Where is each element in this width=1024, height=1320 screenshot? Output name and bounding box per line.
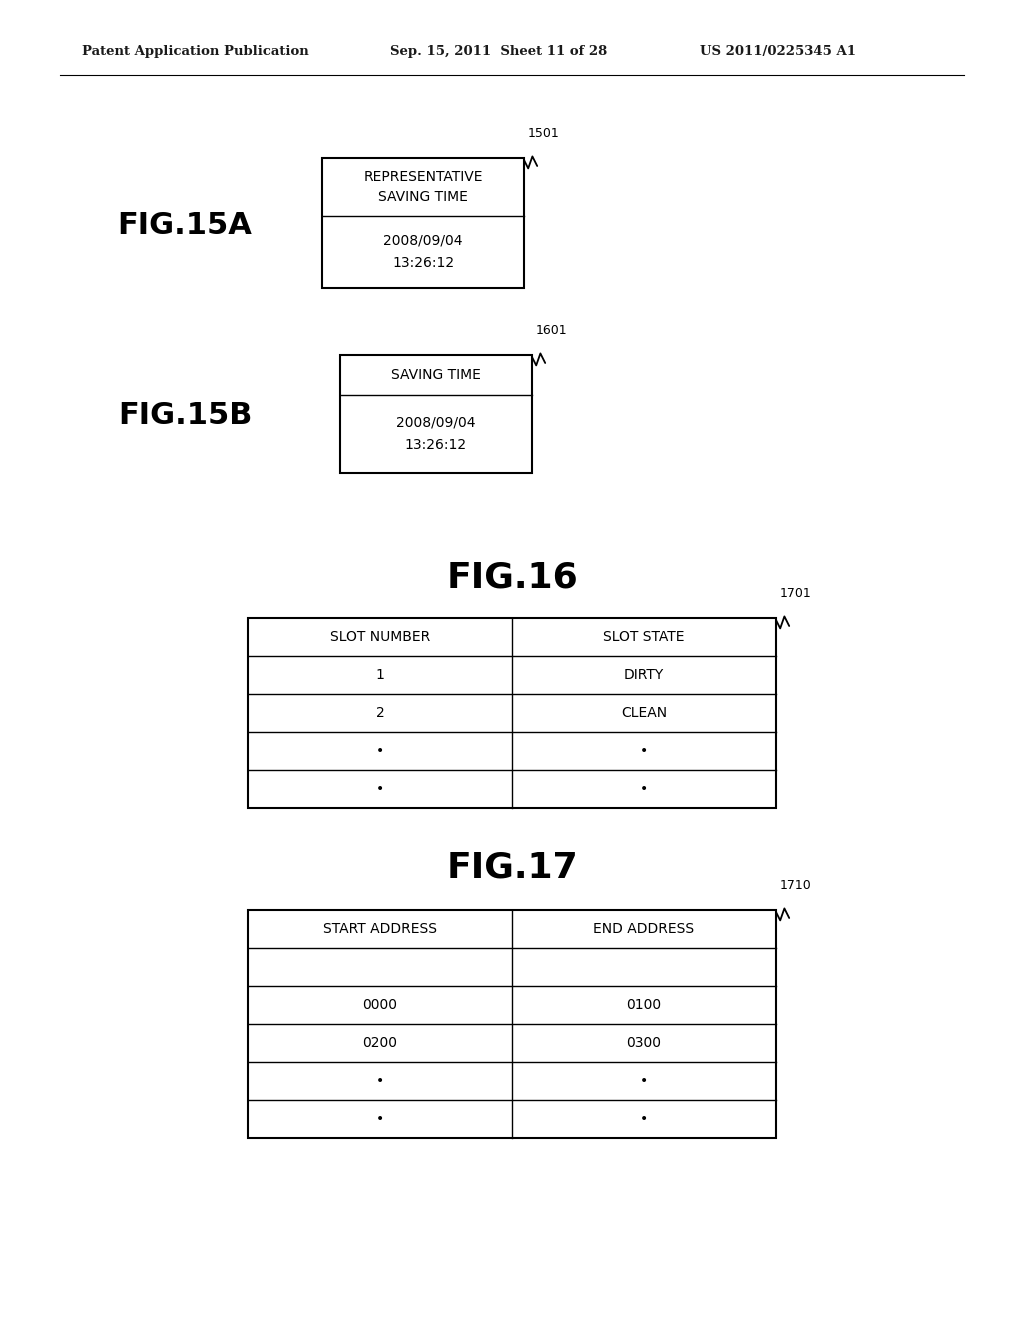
Text: FIG.15A: FIG.15A: [118, 210, 253, 239]
Text: REPRESENTATIVE
SAVING TIME: REPRESENTATIVE SAVING TIME: [364, 170, 482, 203]
Text: •: •: [376, 1074, 384, 1088]
Text: FIG.16: FIG.16: [446, 561, 578, 595]
Text: START ADDRESS: START ADDRESS: [323, 921, 437, 936]
Text: 1710: 1710: [780, 879, 812, 892]
Text: •: •: [640, 744, 648, 758]
Text: FIG.17: FIG.17: [446, 851, 578, 884]
Text: 0100: 0100: [627, 998, 662, 1012]
Text: •: •: [376, 744, 384, 758]
Text: SLOT NUMBER: SLOT NUMBER: [330, 630, 430, 644]
Text: •: •: [640, 1111, 648, 1126]
Text: 2: 2: [376, 706, 384, 719]
Text: 2008/09/04
13:26:12: 2008/09/04 13:26:12: [396, 416, 476, 453]
Text: CLEAN: CLEAN: [621, 706, 667, 719]
Text: •: •: [640, 781, 648, 796]
Text: 1701: 1701: [780, 587, 812, 601]
Text: •: •: [640, 1074, 648, 1088]
Text: Patent Application Publication: Patent Application Publication: [82, 45, 309, 58]
Text: FIG.15B: FIG.15B: [118, 400, 252, 429]
Text: SAVING TIME: SAVING TIME: [391, 368, 481, 381]
Text: US 2011/0225345 A1: US 2011/0225345 A1: [700, 45, 856, 58]
Text: 1501: 1501: [528, 127, 560, 140]
Text: •: •: [376, 781, 384, 796]
Text: 2008/09/04
13:26:12: 2008/09/04 13:26:12: [383, 234, 463, 271]
Text: 0000: 0000: [362, 998, 397, 1012]
Text: 1: 1: [376, 668, 384, 682]
Bar: [248, 909, 776, 1138]
Text: 0200: 0200: [362, 1036, 397, 1049]
Bar: [322, 158, 524, 288]
Bar: [340, 355, 532, 473]
Text: DIRTY: DIRTY: [624, 668, 665, 682]
Bar: [248, 618, 776, 808]
Text: 0300: 0300: [627, 1036, 662, 1049]
Text: END ADDRESS: END ADDRESS: [594, 921, 694, 936]
Text: 1601: 1601: [536, 323, 567, 337]
Text: •: •: [376, 1111, 384, 1126]
Text: Sep. 15, 2011  Sheet 11 of 28: Sep. 15, 2011 Sheet 11 of 28: [390, 45, 607, 58]
Text: SLOT STATE: SLOT STATE: [603, 630, 685, 644]
